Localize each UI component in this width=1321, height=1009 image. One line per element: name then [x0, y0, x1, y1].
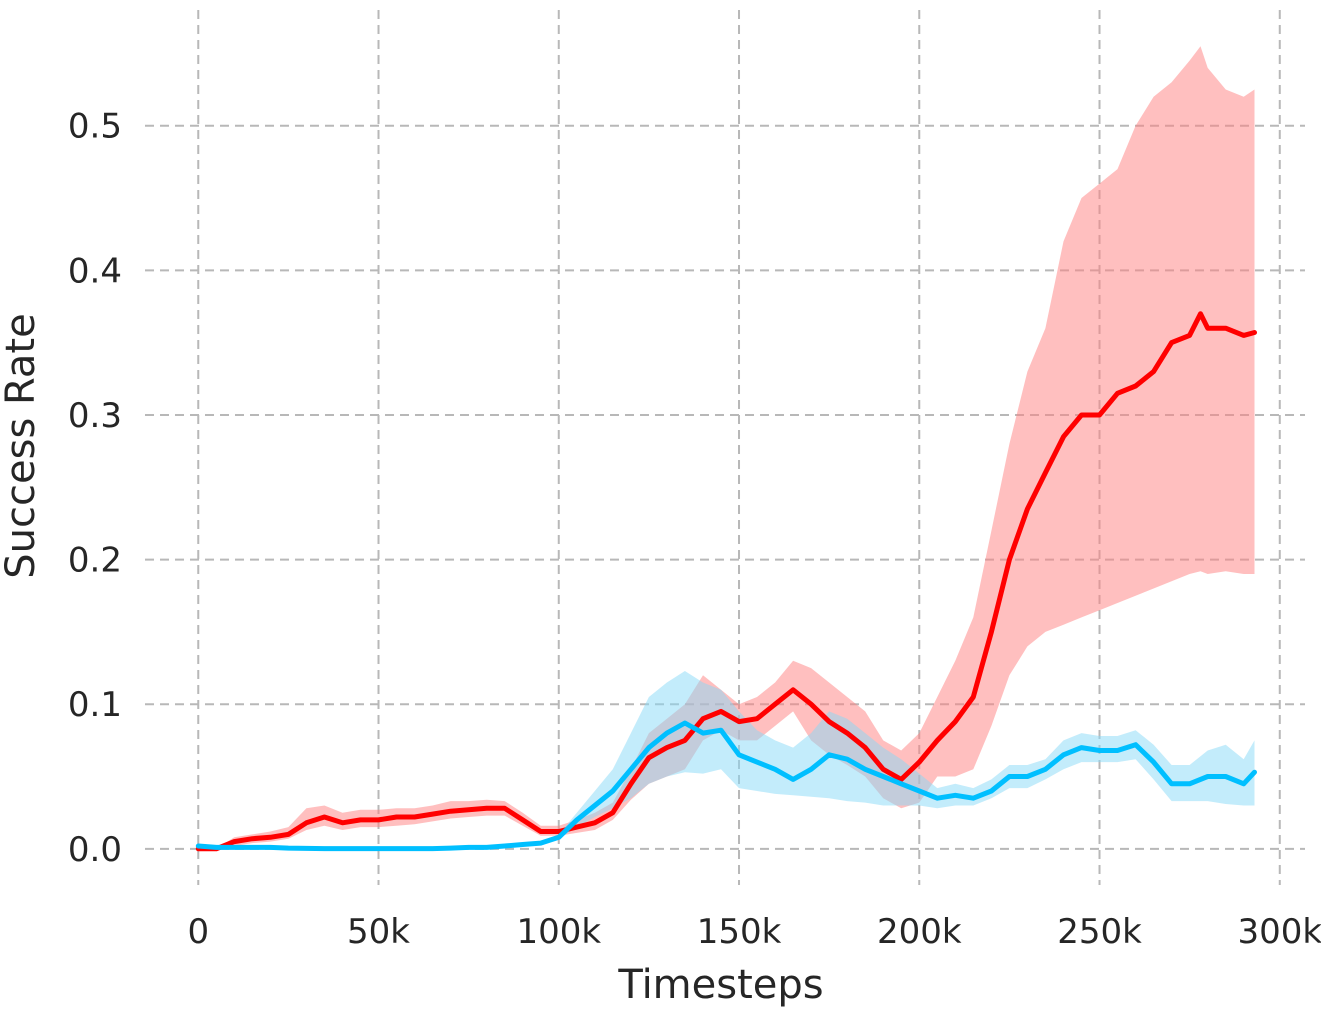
y-tick-label: 0.0: [68, 830, 122, 870]
x-tick-label: 100k: [516, 912, 601, 952]
x-tick-label: 300k: [1237, 912, 1321, 952]
y-tick-label: 0.1: [68, 685, 122, 725]
y-tick-label: 0.5: [68, 107, 122, 147]
y-axis-ticks: 0.0 0.1 0.2 0.3 0.4 0.5: [68, 107, 122, 870]
y-tick-label: 0.3: [68, 396, 122, 436]
y-tick-label: 0.4: [68, 251, 122, 291]
confidence-bands: [198, 46, 1255, 849]
x-tick-label: 150k: [697, 912, 782, 952]
series-lines: [195, 311, 1257, 852]
x-tick-label: 250k: [1057, 912, 1142, 952]
x-tick-label: 0: [187, 912, 209, 952]
y-tick-label: 0.2: [68, 541, 122, 581]
y-axis-label: Success Rate: [0, 313, 44, 578]
x-axis-label: Timesteps: [617, 962, 823, 1008]
series-1-band: [198, 46, 1255, 849]
series-2-line: [195, 720, 1257, 852]
series-1-line: [195, 311, 1257, 852]
x-tick-label: 200k: [877, 912, 962, 952]
series-2-band: [198, 671, 1255, 849]
x-axis-ticks: 0 50k 100k 150k 200k 250k 300k: [187, 912, 1321, 952]
x-tick-label: 50k: [347, 912, 410, 952]
